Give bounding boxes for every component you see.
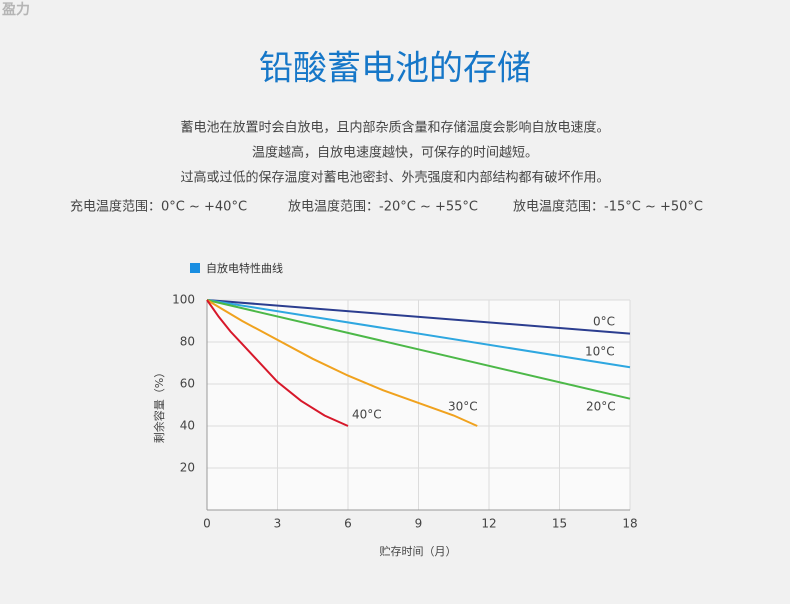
paragraph-line: 过高或过低的保存温度对蓄电池密封、外壳强度和内部结构都有破坏作用。 bbox=[180, 170, 609, 186]
description: 蓄电池在放置时会自放电，且内部杂质含量和存储温度会影响自放电速度。温度越高，自放… bbox=[180, 120, 609, 186]
series-line bbox=[206, 299, 631, 400]
y-tick-label: 100 bbox=[172, 293, 195, 307]
series-label: 0°C bbox=[593, 315, 615, 329]
x-tick-label: 0 bbox=[203, 517, 211, 531]
y-tick-label: 60 bbox=[180, 377, 195, 391]
series-line bbox=[206, 299, 478, 427]
series-label: 40°C bbox=[352, 408, 382, 422]
y-tick-label: 80 bbox=[180, 335, 195, 349]
series-label: 30°C bbox=[448, 400, 478, 414]
paragraph-line: 温度越高，自放电速度越快，可保存的时间越短。 bbox=[252, 145, 538, 161]
y-tick-label: 40 bbox=[180, 419, 195, 433]
legend-swatch bbox=[190, 263, 200, 273]
x-tick-label: 3 bbox=[274, 517, 282, 531]
temperature-ranges: 充电温度范围：0°C ~ +40°C 放电温度范围：-20°C ~ +55°C 放电… bbox=[70, 199, 703, 215]
y-tick-label: 20 bbox=[180, 461, 195, 475]
range-item: 放电温度范围：-20°C ~ +55°C bbox=[288, 199, 478, 215]
logo: 盈力 bbox=[1, 1, 30, 18]
x-tick-label: 18 bbox=[622, 517, 637, 531]
x-axis-label: 贮存时间（月） bbox=[380, 544, 457, 558]
series-line bbox=[206, 299, 631, 369]
series-label: 20°C bbox=[586, 400, 616, 414]
series-label: 10°C bbox=[585, 345, 615, 359]
x-tick-label: 12 bbox=[481, 517, 496, 531]
series-line bbox=[206, 299, 349, 427]
chart-title: 自放电特性曲线 bbox=[206, 261, 283, 275]
x-tick-label: 6 bbox=[344, 517, 352, 531]
x-tick-label: 9 bbox=[415, 517, 423, 531]
x-tick-label: 15 bbox=[552, 517, 567, 531]
page-title: 铅酸蓄电池的存储 bbox=[259, 49, 531, 89]
paragraph-line: 蓄电池在放置时会自放电，且内部杂质含量和存储温度会影响自放电速度。 bbox=[180, 120, 609, 136]
range-item: 放电温度范围：-15°C ~ +50°C bbox=[513, 199, 703, 215]
y-axis-label: 剩余容量（%） bbox=[152, 367, 166, 443]
series-line bbox=[206, 299, 631, 335]
range-item: 充电温度范围：0°C ~ +40°C bbox=[70, 199, 247, 215]
